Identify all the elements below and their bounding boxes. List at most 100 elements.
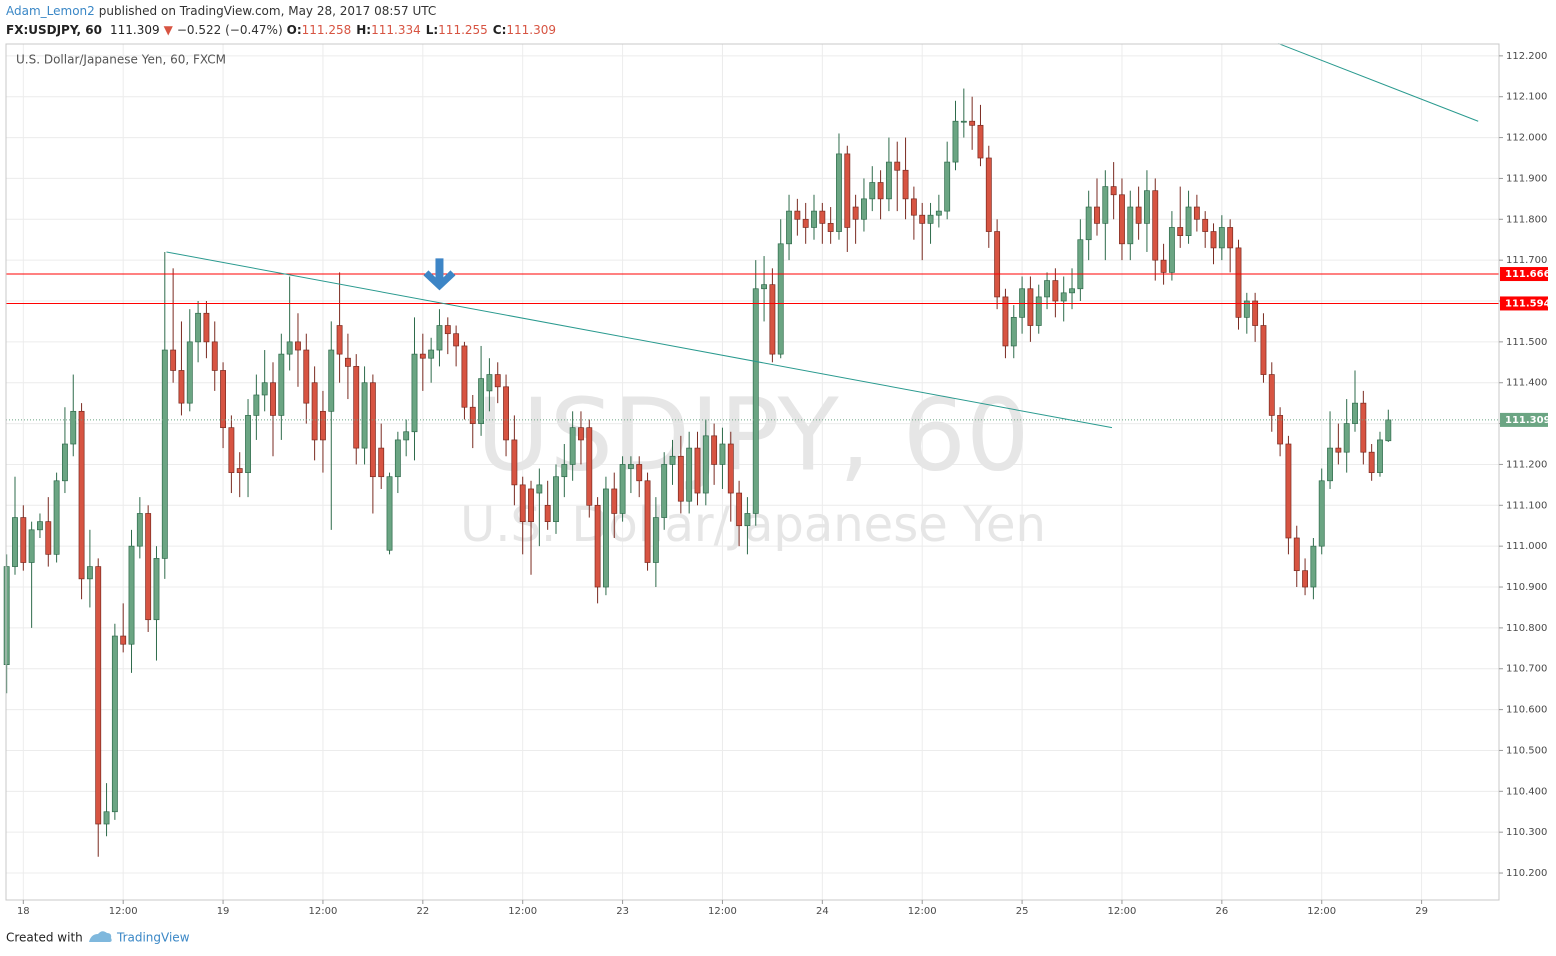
candle-body xyxy=(1318,480,1325,547)
candle-body xyxy=(877,182,884,200)
candle-body xyxy=(86,566,93,580)
candle-body xyxy=(1368,451,1375,473)
candle-body xyxy=(236,468,243,473)
footer-created: Created with xyxy=(6,931,83,945)
x-tick-label: 12:00 xyxy=(309,906,338,917)
candle-body xyxy=(1327,447,1333,482)
candle-body xyxy=(494,374,501,388)
candle-body xyxy=(944,161,951,212)
x-tick-label: 12:00 xyxy=(708,906,737,917)
y-tick-label: 112.200 xyxy=(1506,51,1547,62)
candle-body xyxy=(295,341,301,351)
y-tick-label: 110.300 xyxy=(1506,827,1547,838)
candle-body xyxy=(669,455,676,465)
candle-body xyxy=(228,427,235,473)
candle-body xyxy=(1110,186,1117,196)
direction: ▼ xyxy=(164,23,174,37)
trend-line xyxy=(166,251,1113,429)
ohlc-value: 111.334 xyxy=(371,23,421,37)
arrow-marker xyxy=(423,258,456,291)
candle-body xyxy=(1352,402,1358,424)
candle-body xyxy=(453,333,460,347)
candle-body xyxy=(627,464,634,469)
y-tick-label: 111.400 xyxy=(1506,378,1547,389)
candle-body xyxy=(752,288,759,514)
candle-body xyxy=(994,231,1001,298)
candle-body xyxy=(794,210,801,220)
candle-body xyxy=(328,349,335,412)
candle-body xyxy=(436,325,443,351)
symbol: FX:USDJPY, 60 xyxy=(6,23,102,37)
author[interactable]: Adam_Lemon2 xyxy=(6,4,95,18)
candle-body xyxy=(586,427,593,506)
candle-body xyxy=(486,374,493,392)
candle-body xyxy=(311,382,318,441)
last-price-label: 111.309 xyxy=(1505,415,1551,426)
candle-body xyxy=(661,464,668,518)
candle-body xyxy=(103,811,110,825)
last-price: 111.309 xyxy=(110,23,160,37)
candle-body xyxy=(1243,300,1250,318)
candle-body xyxy=(45,521,52,555)
logo-cloud xyxy=(89,931,112,942)
ohlc-label: L: xyxy=(426,23,438,37)
y-tick-label: 111.000 xyxy=(1506,541,1547,552)
candle-body xyxy=(844,153,851,228)
y-tick-label: 110.800 xyxy=(1506,623,1547,634)
candle-body xyxy=(403,431,410,441)
candle-body xyxy=(811,210,817,228)
candle-body xyxy=(1218,227,1225,249)
candle-body xyxy=(1260,325,1267,375)
candle-body xyxy=(178,370,185,404)
footer-brand[interactable]: TradingView xyxy=(116,931,190,945)
candle-body xyxy=(761,284,767,290)
grid xyxy=(6,44,1499,900)
level-label-box xyxy=(1500,296,1548,311)
candle-body xyxy=(253,394,260,416)
candle-body xyxy=(694,447,701,494)
candle-body xyxy=(1152,190,1159,261)
candle-body xyxy=(852,206,859,220)
candle-body xyxy=(161,349,168,559)
candle-body xyxy=(369,382,376,478)
x-tick-label: 12:00 xyxy=(109,906,138,917)
candle-body xyxy=(977,124,984,159)
candle-body xyxy=(544,504,551,522)
candle-body xyxy=(702,435,709,494)
candle-body xyxy=(619,464,626,514)
candle-body xyxy=(578,427,584,441)
candle-body xyxy=(952,120,959,163)
candle-body xyxy=(111,635,118,813)
candle-body xyxy=(303,349,310,404)
tv-logo xyxy=(89,931,112,942)
level-label: 111.666 xyxy=(1505,269,1551,280)
candle-body xyxy=(286,341,293,355)
candle-body xyxy=(411,353,418,433)
candle-body xyxy=(594,504,601,588)
candle-body xyxy=(3,566,10,666)
chart-title: U.S. Dollar/Japanese Yen, 60, FXCM xyxy=(16,53,226,67)
y-tick-label: 112.100 xyxy=(1506,92,1547,103)
candle-body xyxy=(819,210,826,224)
x-tick-label: 25 xyxy=(1016,906,1029,917)
candle-body xyxy=(1193,206,1200,220)
x-tick-label: 29 xyxy=(1415,906,1428,917)
y-tick-label: 110.600 xyxy=(1506,705,1547,716)
candle-body xyxy=(869,182,876,200)
candle-body xyxy=(836,153,842,232)
candle-body xyxy=(1177,227,1184,236)
candle-body xyxy=(12,517,18,567)
x-tick-label: 22 xyxy=(416,906,429,917)
candle-body xyxy=(1252,300,1259,326)
candle-body xyxy=(1069,288,1075,294)
candle-body xyxy=(37,521,43,531)
candle-body xyxy=(827,223,834,232)
candle-body xyxy=(553,476,559,522)
candle-body xyxy=(636,464,643,482)
candle-body xyxy=(719,443,726,465)
candle-body xyxy=(861,198,867,220)
candle-body xyxy=(186,341,193,404)
candle-body xyxy=(885,161,892,200)
candle-body xyxy=(1285,443,1292,539)
